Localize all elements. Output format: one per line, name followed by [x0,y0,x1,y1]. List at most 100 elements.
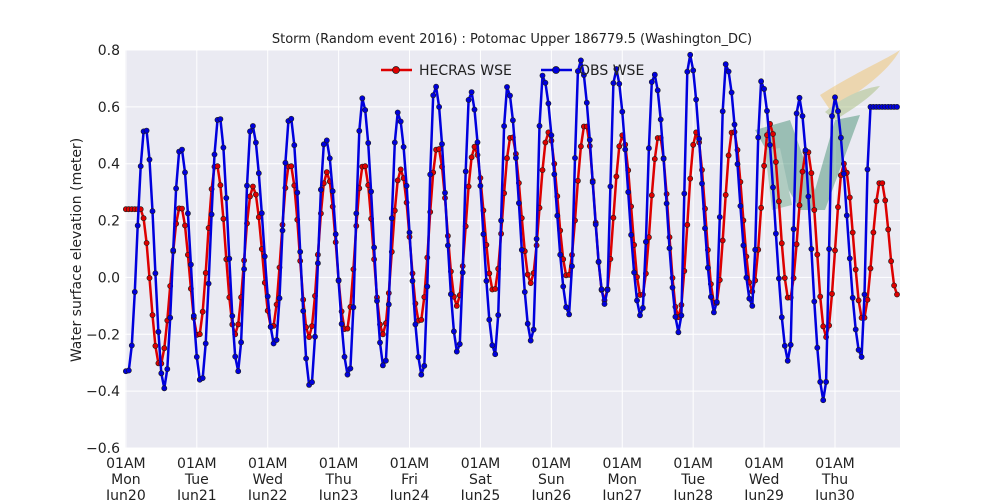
x-tick-label: 01AM Fri Jun24 [389,456,430,500]
data-point [823,378,829,385]
y-axis-ticks: −0.6 −0.4 −0.2 0.0 0.2 0.4 0.6 0.8 [86,43,120,457]
y-tick-label: 0.0 [98,270,120,286]
data-point [660,155,667,162]
data-point [619,108,626,115]
data-point [699,180,705,187]
data-point [808,170,815,176]
data-point [817,378,824,385]
data-point [347,365,354,372]
x-tick-label: 01AM Tue Jun21 [176,456,217,500]
data-point [687,175,694,182]
data-point [746,295,753,302]
data-point [829,113,835,119]
data-point [551,171,558,178]
data-point [480,231,487,238]
data-point [244,182,250,189]
data-point [690,141,697,148]
data-point [179,205,185,212]
data-point [684,221,691,228]
data-point [453,348,460,355]
data-point [394,109,401,116]
data-point [557,251,564,258]
data-point [143,127,150,134]
data-point [536,123,543,129]
series-obs [123,51,900,404]
data-point [705,264,711,271]
data-point [628,231,634,238]
data-point [711,309,717,316]
series-line [125,53,897,402]
data-point [282,159,289,166]
data-point [708,293,714,300]
data-point [722,61,729,68]
data-point [725,152,732,159]
data-point [173,185,179,192]
data-point [323,169,330,176]
data-point [793,241,800,248]
data-point [867,265,874,272]
data-point [770,131,776,137]
data-point [778,240,785,247]
data-point [439,141,445,147]
data-point [781,342,788,349]
data-point [205,280,212,287]
data-point [521,289,528,295]
data-point [504,84,510,90]
data-point [182,222,188,229]
data-point [397,166,404,173]
data-point [167,314,174,321]
data-point [764,108,770,114]
data-point [379,362,386,369]
data-point [855,297,862,304]
data-point [184,210,191,217]
data-point [793,110,800,117]
data-point [359,95,366,102]
data-point [137,163,144,170]
data-point [713,299,720,305]
data-point [702,225,708,232]
data-point [474,139,481,146]
data-point [805,193,812,200]
data-point [654,87,661,94]
data-point [161,385,168,392]
data-point [598,286,605,293]
data-point [223,195,230,201]
data-point [252,191,259,198]
data-point [217,182,224,189]
data-point [601,301,608,307]
data-point [755,134,762,141]
data-point [841,170,847,177]
data-point [412,321,419,328]
data-point [610,80,617,86]
data-point [190,312,197,319]
data-point [829,290,835,297]
data-point [719,237,726,244]
data-point [498,217,504,224]
data-point [374,297,380,304]
y-tick-label: 0.6 [98,100,120,116]
data-point [232,353,239,360]
data-point [648,79,655,85]
data-point [879,180,886,186]
data-point [214,163,221,170]
data-point [542,79,549,86]
data-point [332,231,339,238]
data-point [300,308,307,314]
data-point [790,226,797,232]
data-point [220,215,227,222]
data-point [450,328,457,335]
data-point [211,151,218,158]
data-point [554,212,561,219]
data-point [518,246,525,253]
data-point [690,67,697,74]
data-point [146,156,153,163]
data-point [734,161,741,167]
data-point [681,190,688,197]
data-point [143,240,150,246]
data-point [462,168,469,175]
data-point [758,204,764,211]
x-tick-label: 01AM Mon Jun20 [105,456,146,500]
data-point [799,113,806,119]
data-point [241,266,247,272]
data-point [610,214,617,221]
